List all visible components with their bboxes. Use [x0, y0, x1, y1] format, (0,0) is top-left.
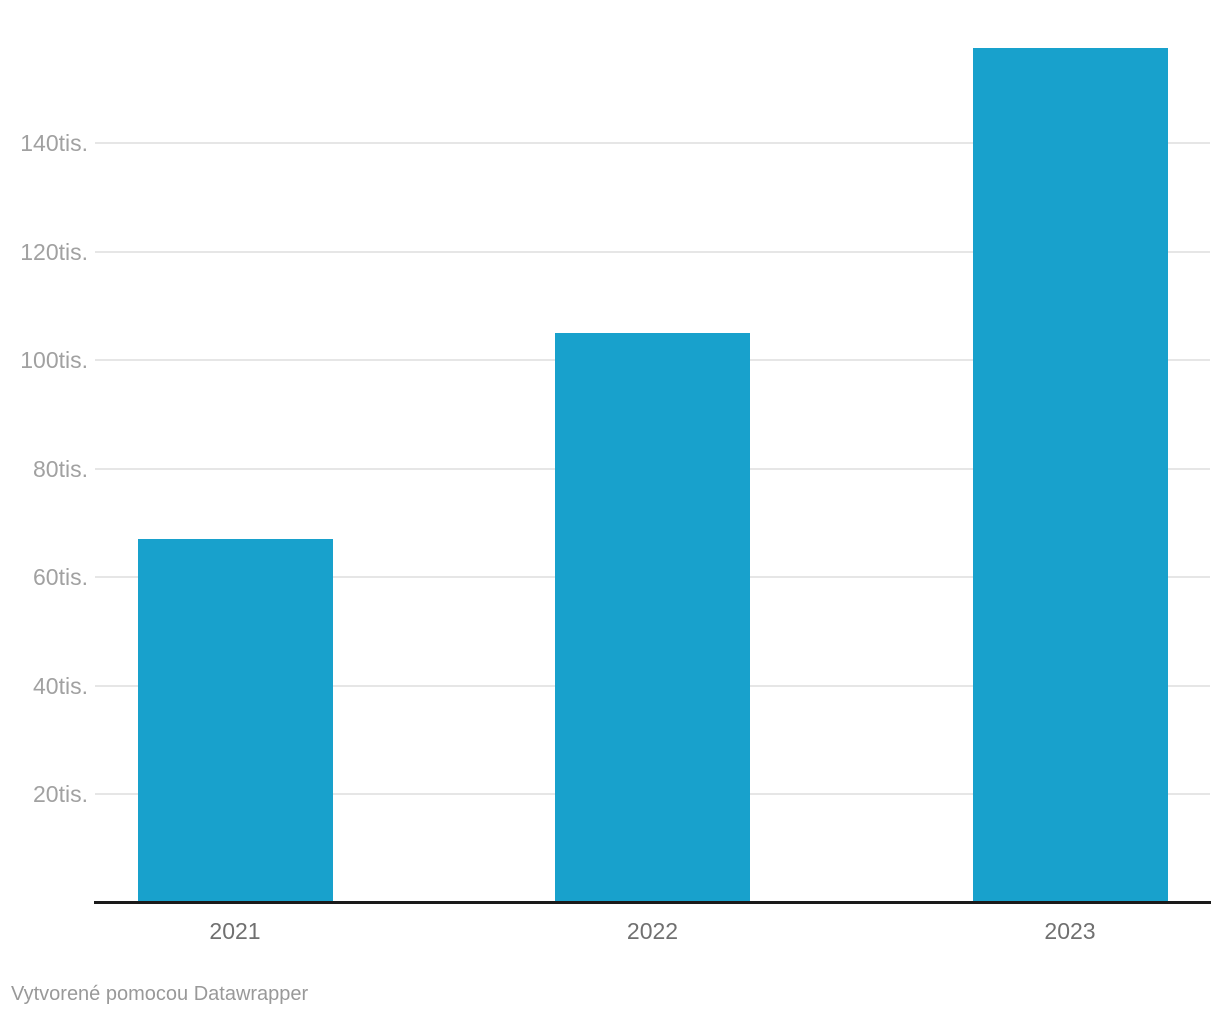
y-tick-label: 40tis. [33, 672, 88, 699]
x-tick-label: 2023 [1044, 918, 1096, 944]
y-tick-label: 80tis. [33, 455, 88, 482]
attribution-text: Vytvorené pomocou Datawrapper [11, 983, 309, 1005]
y-tick-label: 60tis. [33, 564, 88, 591]
gridline-120tis. [95, 250, 1210, 253]
bar-2023[interactable] [972, 48, 1168, 903]
bar-2021[interactable] [137, 539, 333, 903]
y-tick-label: 120tis. [20, 238, 88, 265]
gridline-140tis. [95, 142, 1210, 144]
y-tick-label: 140tis. [20, 130, 88, 156]
bar-2022[interactable] [555, 333, 750, 903]
x-tick-label: 2022 [626, 918, 679, 944]
x-axis-line [94, 901, 1211, 904]
y-tick-label: 20tis. [33, 781, 88, 808]
y-tick-label: 100tis. [20, 347, 88, 374]
x-tick-label: 2021 [209, 918, 261, 944]
